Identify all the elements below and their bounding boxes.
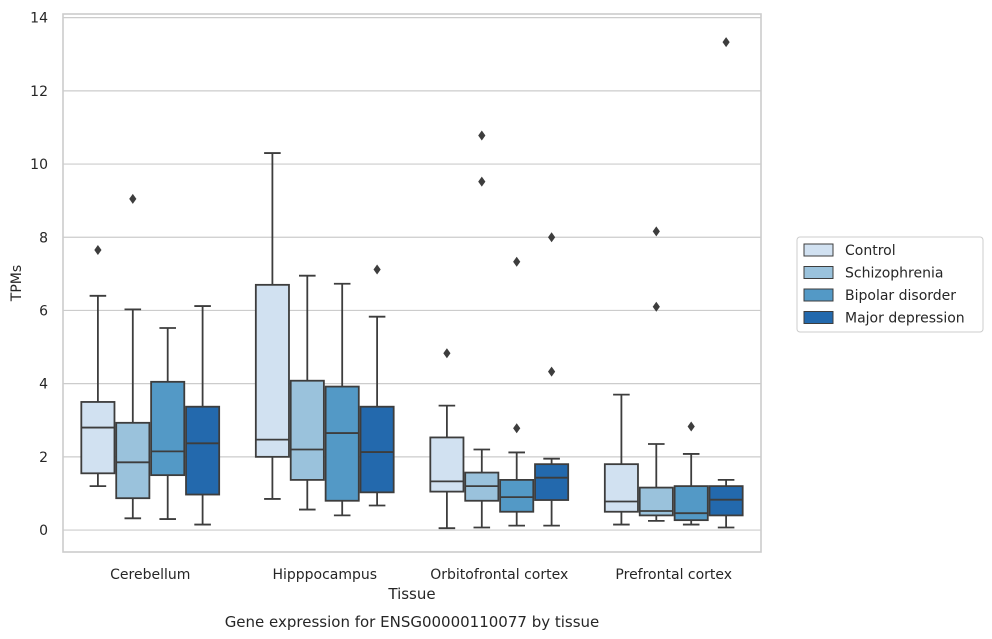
box-0-2 [429, 348, 465, 530]
box-3-3 [708, 37, 744, 529]
box-body [150, 380, 186, 477]
outlier-point [478, 176, 486, 187]
legend-label: Schizophrenia [845, 266, 943, 282]
outlier-point [373, 264, 381, 275]
outlier-point [129, 193, 137, 204]
outlier-point [548, 366, 556, 377]
chart-caption: Gene expression for ENSG00000110077 by t… [225, 613, 600, 631]
box-body [673, 485, 709, 522]
outlier-point [722, 37, 730, 48]
box-1-1 [289, 274, 325, 511]
y-axis-ticks: 0 2 4 6 8 10 12 14 [30, 11, 48, 539]
outlier-point [652, 226, 660, 237]
outlier-point [513, 256, 521, 267]
outlier-point [478, 130, 486, 141]
box-body [185, 405, 221, 496]
outlier-point [652, 301, 660, 312]
box-body [708, 485, 744, 517]
y-tick-label: 6 [39, 303, 48, 319]
box-3-1 [359, 264, 395, 507]
plot-frame [62, 13, 762, 553]
box-body [534, 463, 570, 501]
box-1-2 [464, 130, 500, 529]
y-tick-label: 0 [39, 523, 48, 539]
box-3-0 [185, 305, 221, 526]
box-body [359, 405, 395, 494]
legend-swatch [803, 266, 834, 279]
legend-frame [796, 236, 984, 333]
outlier-point [513, 423, 521, 434]
box-body [254, 283, 290, 458]
legend-label: Major depression [845, 311, 965, 327]
box-0-1 [254, 152, 290, 500]
legend: Control Schizophrenia Bipolar disorder Majo… [796, 236, 984, 333]
x-axis-label: Tissue [387, 585, 435, 603]
box-1-0 [115, 193, 151, 520]
y-tick-label: 14 [30, 11, 48, 27]
x-tick-label: Hipppocampus [272, 567, 377, 583]
y-tick-label: 12 [30, 84, 48, 100]
box-0-3 [603, 393, 639, 526]
y-axis-label: TPMs [9, 265, 25, 302]
y-tick-label: 8 [39, 230, 48, 246]
box-body [115, 421, 151, 500]
outlier-point [443, 348, 451, 359]
legend-swatch [803, 243, 834, 257]
box-body [429, 436, 465, 493]
legend-label: Bipolar disorder [845, 288, 956, 304]
legend-swatch [803, 288, 834, 302]
box-body [324, 385, 360, 502]
box-body [289, 379, 325, 481]
box-body [80, 401, 116, 475]
outlier-point [548, 232, 556, 243]
box-2-0 [150, 327, 186, 520]
box-2-3 [673, 421, 709, 526]
box-series [80, 37, 744, 530]
outlier-point [687, 421, 695, 432]
box-body [499, 479, 535, 513]
y-tick-label: 10 [30, 157, 48, 173]
box-1-3 [638, 226, 674, 522]
legend-swatch [803, 311, 834, 324]
box-3-2 [534, 232, 570, 527]
box-body [603, 463, 639, 513]
x-axis-ticks: Cerebellum Hipppocampus Orbitofrontal cort… [110, 567, 732, 583]
y-tick-label: 4 [39, 377, 48, 393]
box-2-2 [499, 256, 535, 527]
box-2-1 [324, 282, 360, 517]
outlier-point [94, 245, 102, 256]
legend-label: Control [845, 243, 896, 259]
x-tick-label: Cerebellum [110, 567, 190, 583]
y-tick-label: 2 [39, 450, 48, 466]
x-tick-label: Orbitofrontal cortex [430, 567, 568, 583]
box-0-0 [80, 245, 116, 488]
x-tick-label: Prefrontal cortex [615, 567, 732, 583]
